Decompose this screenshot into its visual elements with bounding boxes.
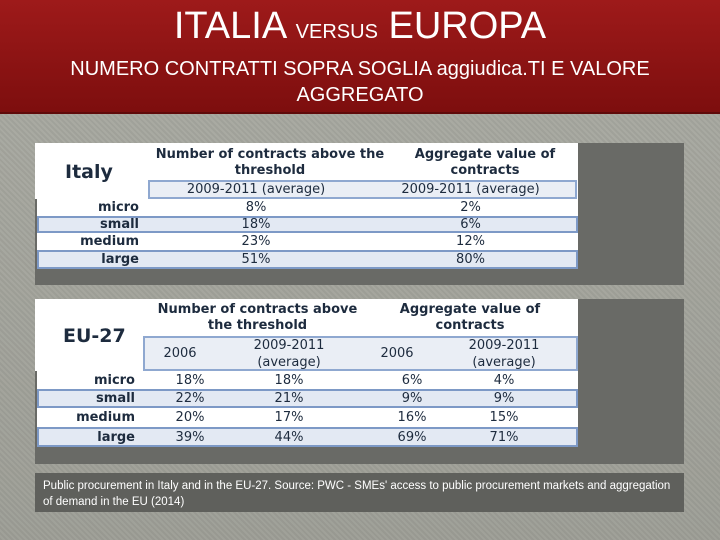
eu27-cell-v2006: 69% <box>397 429 427 445</box>
eu27-sub-contracts-2006: 2006 <box>163 346 197 361</box>
eu27-row-bg <box>37 389 578 408</box>
eu27-cell-cavg: 17% <box>274 410 304 425</box>
italy-cell-contracts: 18% <box>241 217 271 232</box>
eu27-cell-v2006: 6% <box>401 372 423 388</box>
eu27-col-value-header: Aggregate value of contracts <box>399 302 541 333</box>
italy-cell-value: 80% <box>456 252 485 267</box>
eu27-sub-value-avg: 2009-2011 (average) <box>468 337 540 370</box>
italy-cell-contracts: 23% <box>241 234 271 249</box>
eu27-row-bg <box>37 371 578 389</box>
title-italia: ITALIA <box>173 5 286 47</box>
eu27-row-label: small <box>96 391 135 406</box>
italy-table: Italy Number of contracts above the thre… <box>35 143 684 285</box>
eu27-row-label: medium <box>76 410 135 425</box>
italy-row-label: large <box>101 252 139 267</box>
eu27-cell-c2006: 20% <box>175 410 205 425</box>
italy-row-bg <box>37 199 578 216</box>
italy-row-label: small <box>100 217 139 232</box>
eu27-row-bg <box>37 427 578 447</box>
title-europa: EUROPA <box>388 5 547 47</box>
italy-col-contracts-header: Number of contracts above the threshold <box>155 147 385 178</box>
slide-title: ITALIA VERSUS EUROPA <box>0 4 720 54</box>
eu27-row-label: micro <box>93 372 135 388</box>
eu27-subheader-box <box>143 336 578 371</box>
eu27-cell-c2006: 18% <box>175 372 205 388</box>
italy-sub-contracts: 2009-2011 (average) <box>186 182 326 197</box>
title-versus: VERSUS <box>295 21 378 43</box>
eu27-cell-cavg: 18% <box>274 372 304 388</box>
italy-row-bg <box>37 233 578 250</box>
eu27-cell-cavg: 44% <box>274 429 304 445</box>
eu27-col-contracts-header: Number of contracts above the threshold <box>157 302 358 333</box>
italy-row-bg <box>37 216 578 233</box>
eu27-label: EU-27 <box>63 325 126 347</box>
eu27-cell-c2006: 22% <box>175 391 205 406</box>
italy-label: Italy <box>65 161 113 183</box>
eu27-cell-v2006: 16% <box>397 410 427 425</box>
slide-header: ITALIA VERSUS EUROPA NUMERO CONTRATTI SO… <box>0 0 720 114</box>
eu27-cell-vavg: 4% <box>493 372 515 388</box>
eu27-sub-value-2006: 2006 <box>380 346 414 361</box>
slide-subtitle: NUMERO CONTRATTI SOPRA SOGLIA aggiudica.… <box>70 58 650 106</box>
source-caption: Public procurement in Italy and in the E… <box>35 473 684 512</box>
italy-row-bg <box>37 250 578 269</box>
eu27-row-label: large <box>97 429 135 445</box>
eu27-table: EU-27 Number of contracts above the thre… <box>35 299 684 464</box>
italy-row-label: micro <box>97 200 139 215</box>
italy-sub-value: 2009-2011 (average) <box>401 182 540 197</box>
eu27-cell-vavg: 71% <box>489 429 519 445</box>
italy-cell-value: 12% <box>456 234 485 249</box>
eu27-cell-vavg: 15% <box>489 410 519 425</box>
italy-cell-value: 6% <box>460 217 481 232</box>
italy-col-value-header: Aggregate value of contracts <box>414 147 556 178</box>
eu27-sub-contracts-avg: 2009-2011 (average) <box>253 337 325 370</box>
eu27-cell-vavg: 9% <box>493 391 515 406</box>
eu27-row-bg <box>37 408 578 427</box>
italy-cell-value: 2% <box>460 200 481 215</box>
italy-subheader-box <box>148 180 577 199</box>
eu27-cell-cavg: 21% <box>274 391 304 406</box>
eu27-cell-v2006: 9% <box>401 391 423 406</box>
italy-row-label: medium <box>80 234 139 249</box>
italy-cell-contracts: 8% <box>245 200 267 215</box>
eu27-cell-c2006: 39% <box>175 429 205 445</box>
italy-cell-contracts: 51% <box>241 252 271 267</box>
